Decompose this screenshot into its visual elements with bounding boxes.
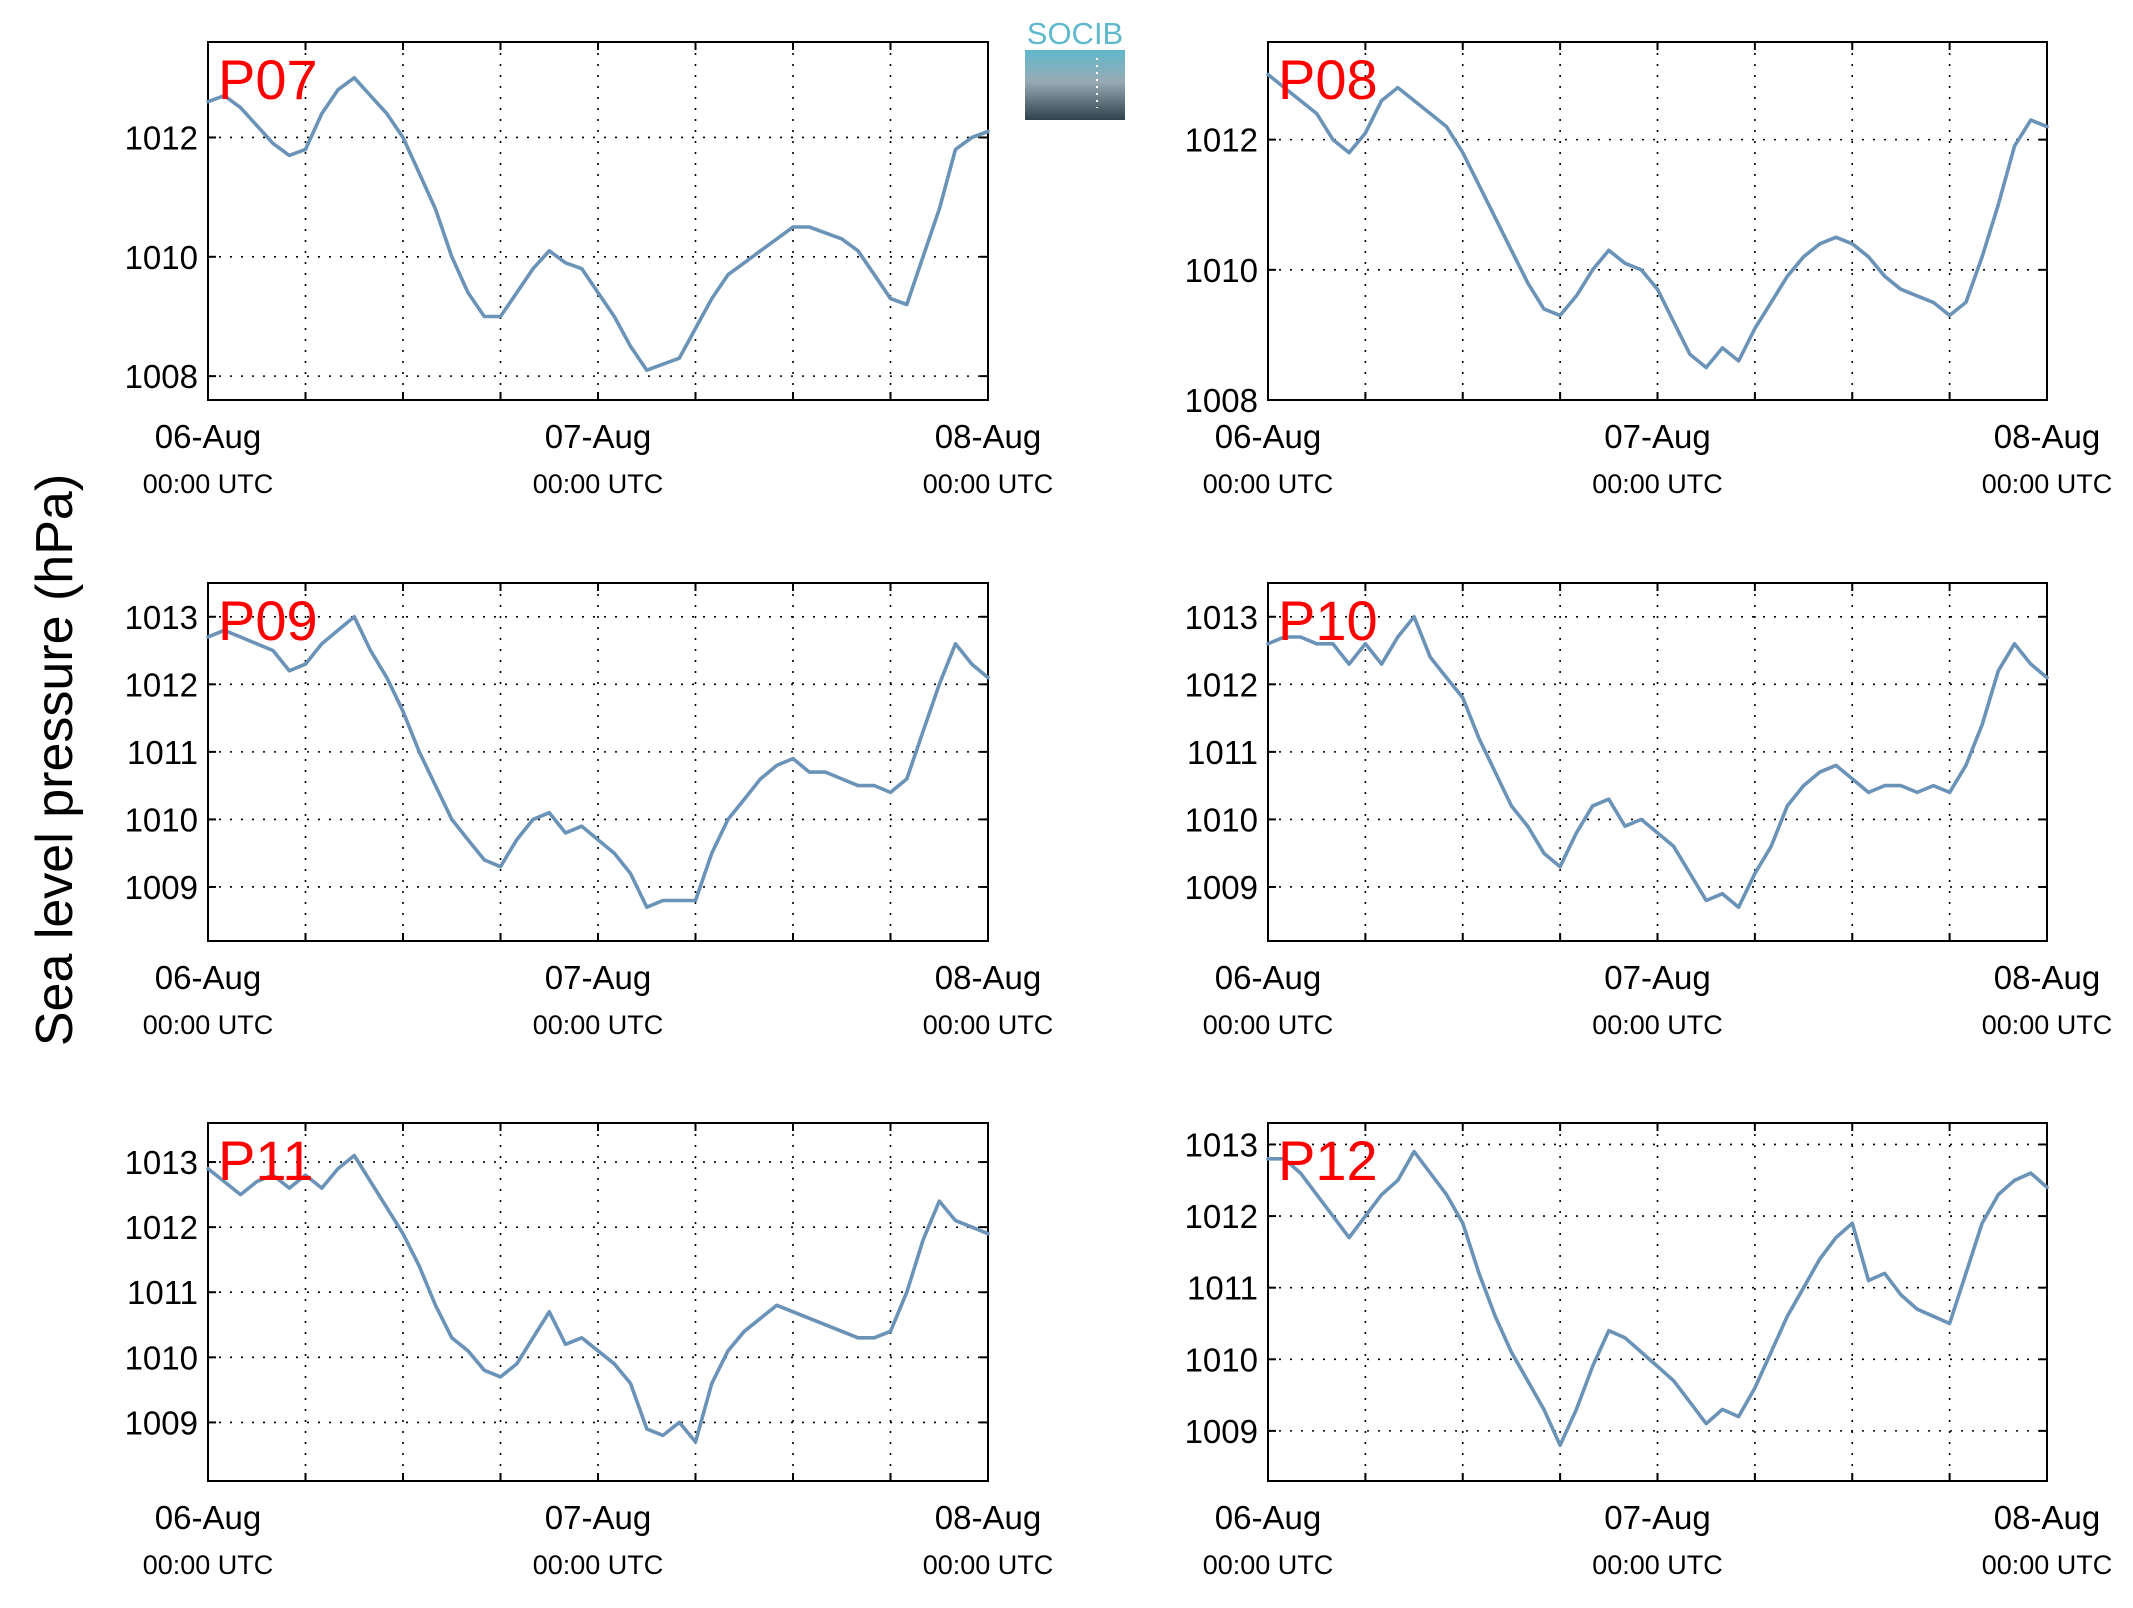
y-tick-label: 1010	[125, 801, 198, 838]
panel-p07: 1008 1010 1012 P07 06-Aug 00:00 UTC 07-Aug 00:0…	[125, 41, 1054, 499]
y-tick-label: 1012	[125, 1209, 198, 1246]
x-tick-label-time: 00:00 UTC	[1203, 1010, 1334, 1040]
x-tick-label-time: 00:00 UTC	[143, 469, 274, 499]
y-tick-label: 1009	[125, 869, 198, 906]
axes-frame	[207, 582, 989, 942]
pressure-series-line	[206, 614, 990, 910]
y-tick-label: 1010	[1185, 1341, 1258, 1378]
pressure-series-line	[206, 76, 990, 373]
y-tick-label: 1012	[1185, 122, 1258, 159]
y-tick-label: 1010	[125, 239, 198, 276]
x-tick-label-date: 06-Aug	[1215, 1499, 1321, 1536]
x-tick-label-time: 00:00 UTC	[1203, 1550, 1334, 1580]
x-tick-label-date: 07-Aug	[545, 959, 651, 996]
y-tick-label: 1011	[127, 1274, 198, 1311]
station-label: P12	[1278, 1129, 1378, 1192]
y-tick-label: 1010	[1185, 801, 1258, 838]
x-tick-label-time: 00:00 UTC	[1592, 1010, 1723, 1040]
y-tick-label: 1011	[127, 734, 198, 771]
x-tick-label-date: 07-Aug	[545, 1499, 651, 1536]
y-tick-label: 1013	[1185, 1126, 1258, 1163]
x-tick-label-date: 08-Aug	[1994, 1499, 2100, 1536]
x-tick-label-time: 00:00 UTC	[1203, 469, 1334, 499]
axes-frame	[1267, 41, 2048, 401]
x-tick-label-time: 00:00 UTC	[1592, 469, 1723, 499]
x-tick-label-date: 08-Aug	[935, 959, 1041, 996]
y-tick-label: 1012	[1185, 666, 1258, 703]
pressure-series-line	[1266, 72, 2049, 370]
pressure-series-line	[206, 1153, 990, 1444]
x-tick-label-time: 00:00 UTC	[143, 1010, 274, 1040]
x-tick-label-date: 08-Aug	[935, 418, 1041, 455]
axes-frame	[1267, 1122, 2048, 1482]
x-tick-label-time: 00:00 UTC	[1982, 1550, 2113, 1580]
pressure-series-line	[1266, 1149, 2049, 1447]
x-tick-label-time: 00:00 UTC	[533, 1550, 664, 1580]
x-tick-label-time: 00:00 UTC	[1982, 1010, 2113, 1040]
logo-wordmark: SOCIB	[1027, 16, 1123, 51]
y-tick-label: 1013	[125, 599, 198, 636]
y-tick-label: 1010	[125, 1339, 198, 1376]
panel-p09: 1009 1010 1011 1012 1013 P09 06-Aug 00:00 UTC 07…	[125, 582, 1054, 1040]
y-tick-label: 1010	[1185, 252, 1258, 289]
x-tick-label-date: 06-Aug	[155, 418, 261, 455]
x-tick-label-time: 00:00 UTC	[923, 469, 1054, 499]
socib-logo: SOCIB	[1025, 16, 1125, 120]
station-label: P07	[218, 48, 318, 111]
x-tick-label-date: 07-Aug	[545, 418, 651, 455]
panel-p10: 1009 1010 1011 1012 1013 P10 06-Aug 00:00 UTC 07…	[1185, 582, 2113, 1040]
x-tick-label-time: 00:00 UTC	[923, 1550, 1054, 1580]
x-tick-label-time: 00:00 UTC	[1592, 1550, 1723, 1580]
panel-p08: 1008 1010 1012 P08 06-Aug 00:00 UTC 07-Aug 00:0…	[1185, 41, 2113, 499]
x-tick-label-date: 07-Aug	[1604, 959, 1710, 996]
y-tick-label: 1008	[1185, 382, 1258, 419]
y-tick-label: 1009	[125, 1404, 198, 1441]
axes-frame	[1267, 582, 2048, 942]
y-tick-label: 1013	[1185, 599, 1258, 636]
station-label: P10	[1278, 589, 1378, 652]
x-tick-label-time: 00:00 UTC	[923, 1010, 1054, 1040]
panel-p12: 1009 1010 1011 1012 1013 P12 06-Aug 00:00 UTC 07…	[1185, 1122, 2113, 1580]
axes-frame	[207, 41, 989, 401]
x-tick-label-date: 07-Aug	[1604, 418, 1710, 455]
station-label: P11	[218, 1129, 313, 1192]
y-tick-label: 1013	[125, 1144, 198, 1181]
x-tick-label-date: 06-Aug	[1215, 959, 1321, 996]
panel-p11: 1009 1010 1011 1012 1013 P11 06-Aug 00:00 UTC 07…	[125, 1122, 1054, 1580]
y-tick-label: 1012	[125, 119, 198, 156]
y-tick-label: 1009	[1185, 869, 1258, 906]
x-tick-label-date: 06-Aug	[155, 1499, 261, 1536]
y-tick-label: 1009	[1185, 1413, 1258, 1450]
y-tick-label: 1012	[1185, 1198, 1258, 1235]
pressure-series-line	[1266, 614, 2049, 910]
x-tick-label-time: 00:00 UTC	[143, 1550, 274, 1580]
x-tick-label-date: 08-Aug	[1994, 418, 2100, 455]
x-tick-label-date: 06-Aug	[155, 959, 261, 996]
y-tick-label: 1011	[1187, 1270, 1258, 1307]
x-tick-label-time: 00:00 UTC	[533, 469, 664, 499]
logo-block	[1025, 50, 1125, 120]
axes-frame	[207, 1122, 989, 1482]
y-tick-label: 1012	[125, 666, 198, 703]
x-tick-label-date: 08-Aug	[935, 1499, 1041, 1536]
x-tick-label-time: 00:00 UTC	[1982, 469, 2113, 499]
x-tick-label-date: 07-Aug	[1604, 1499, 1710, 1536]
station-label: P08	[1278, 48, 1378, 111]
y-tick-label: 1011	[1187, 734, 1258, 771]
x-tick-label-date: 06-Aug	[1215, 418, 1321, 455]
x-tick-label-date: 08-Aug	[1994, 959, 2100, 996]
station-label: P09	[218, 589, 318, 652]
y-tick-label: 1008	[125, 358, 198, 395]
y-axis-label: Sea level pressure (hPa)	[26, 474, 84, 1046]
x-tick-label-time: 00:00 UTC	[533, 1010, 664, 1040]
